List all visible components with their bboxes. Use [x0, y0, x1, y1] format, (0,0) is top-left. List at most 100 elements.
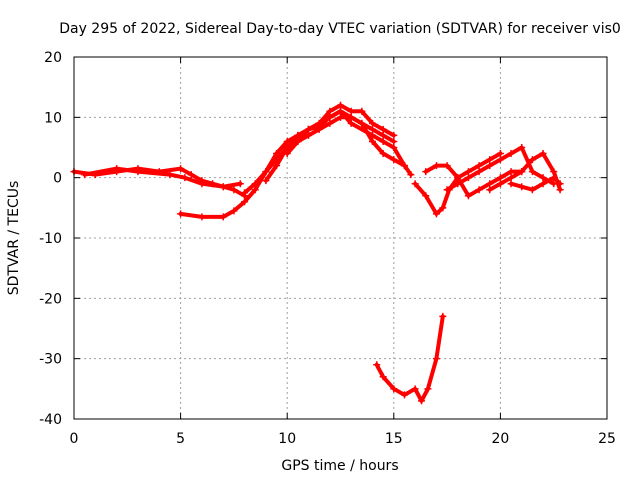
series-arc-10 [486, 150, 564, 194]
x-tick-label: 10 [278, 431, 296, 447]
data-point [379, 125, 387, 133]
data-point [424, 385, 432, 393]
data-point [507, 168, 515, 176]
data-point [230, 186, 238, 194]
data-point [81, 171, 89, 179]
data-point [486, 186, 494, 194]
data-point [283, 150, 291, 158]
data-point [251, 186, 259, 194]
y-tick-label: 10 [44, 110, 62, 126]
data-point [177, 210, 185, 218]
data-point [368, 125, 376, 133]
data-point [422, 192, 430, 200]
data-point [219, 213, 227, 221]
data-point [134, 168, 142, 176]
data-point [432, 355, 440, 363]
x-tick-label: 20 [491, 431, 509, 447]
data-point [486, 156, 494, 164]
data-point [539, 174, 547, 182]
y-tick-label: -10 [39, 231, 62, 247]
x-tick-label: 5 [176, 431, 185, 447]
y-tick-label: -30 [39, 352, 62, 368]
data-point [230, 207, 238, 215]
data-point [326, 119, 334, 127]
data-point [262, 177, 270, 185]
data-point [507, 180, 515, 188]
data-point [337, 107, 344, 115]
data-point [241, 198, 249, 206]
data-point [443, 162, 451, 170]
series-line [242, 115, 413, 195]
data-point [262, 168, 270, 176]
data-point [390, 156, 398, 164]
data-point [454, 174, 462, 182]
data-point [486, 180, 494, 188]
data-point [315, 122, 323, 130]
data-point [236, 180, 244, 188]
data-point [166, 171, 174, 179]
data-point [390, 144, 398, 151]
data-point [556, 186, 564, 194]
data-point [187, 171, 195, 179]
data-point [439, 312, 447, 320]
data-point [347, 113, 355, 121]
data-point [368, 137, 376, 145]
plot-frame [73, 56, 608, 420]
y-tick-label: -20 [39, 291, 62, 307]
data-point [379, 373, 387, 381]
data-point [390, 131, 398, 139]
data-point [273, 150, 281, 158]
y-axis: -40 -30 -20 -10 0 10 20 [39, 50, 607, 428]
series-arc-8 [422, 162, 526, 200]
data-point [305, 131, 313, 139]
data-point [518, 144, 526, 151]
y-tick-label: 0 [53, 171, 62, 187]
data-point [432, 162, 440, 170]
series-line [413, 151, 503, 216]
x-axis: 0 5 10 15 20 25 [70, 57, 616, 447]
y-axis-label: SDTVAR / TECUs [6, 181, 22, 296]
data-point [337, 101, 344, 109]
data-point [475, 186, 483, 194]
data-point [273, 162, 281, 170]
data-point [400, 162, 408, 170]
x-tick-label: 15 [385, 431, 403, 447]
data-point [368, 119, 376, 127]
data-point [113, 165, 121, 173]
data-point [443, 186, 451, 194]
x-axis-label: GPS time / hours [281, 458, 398, 474]
data-point [439, 204, 447, 212]
series-arc-9 [443, 144, 558, 194]
data-point [283, 144, 291, 151]
series-line [487, 151, 563, 192]
data-point [411, 180, 419, 188]
data-point [528, 156, 536, 164]
data-series [70, 101, 564, 405]
data-point [496, 180, 504, 188]
data-point [400, 391, 408, 399]
data-point [358, 107, 366, 115]
data-point [539, 180, 547, 188]
data-point [496, 150, 504, 158]
data-point [550, 174, 558, 182]
data-point [379, 150, 387, 158]
y-tick-label: -40 [39, 412, 62, 428]
data-point [326, 113, 334, 121]
data-point [550, 168, 558, 176]
x-tick-label: 25 [598, 431, 616, 447]
chart-title: Day 295 of 2022, Sidereal Day-to-day VTE… [59, 21, 621, 37]
data-point [407, 171, 415, 179]
data-point [496, 156, 504, 164]
data-point [358, 119, 366, 127]
data-point [475, 168, 483, 176]
data-point [507, 150, 515, 158]
data-point [432, 210, 440, 218]
data-point [411, 385, 419, 393]
data-point [418, 397, 426, 405]
data-point [486, 162, 494, 170]
data-point [326, 107, 334, 115]
data-point [347, 107, 355, 115]
data-point [198, 180, 206, 188]
data-point [198, 213, 206, 221]
series-arc-12 [373, 312, 447, 405]
